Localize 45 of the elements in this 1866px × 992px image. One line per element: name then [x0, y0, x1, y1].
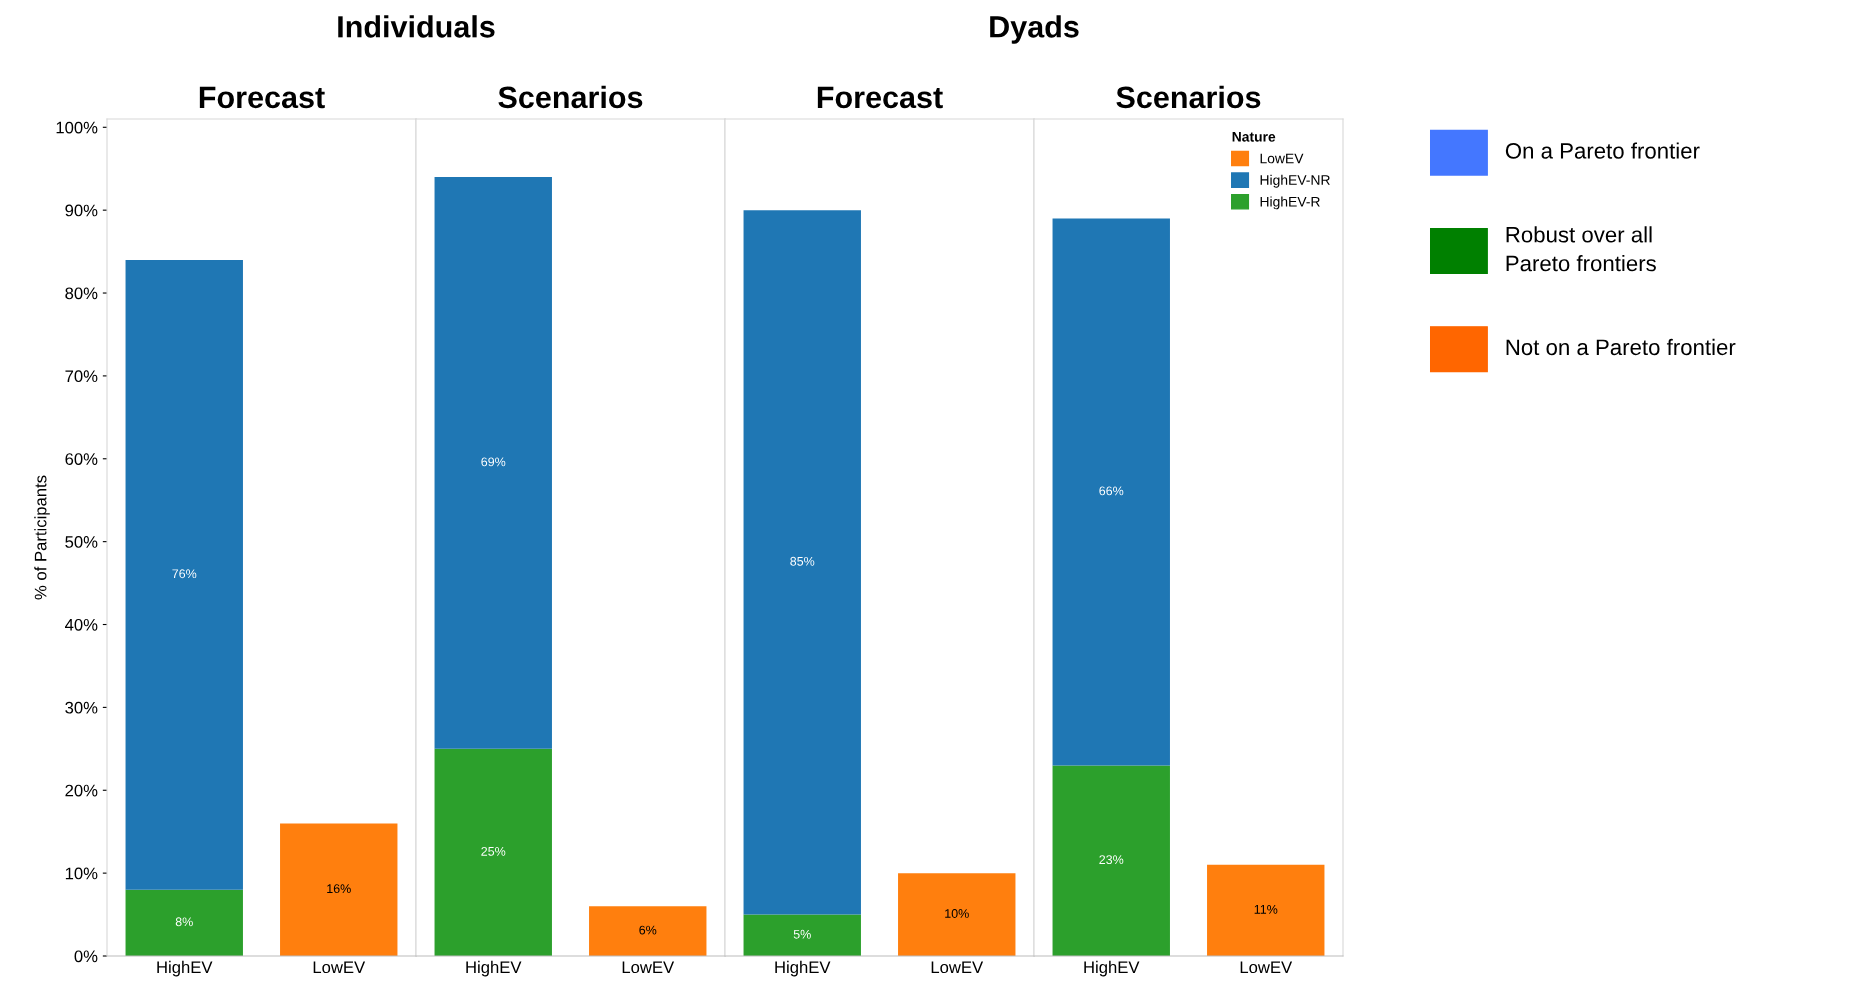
data-label: 11% — [1254, 904, 1278, 914]
data-label: 10% — [945, 909, 969, 918]
data-label: 16% — [327, 884, 351, 894]
data-label: 5% — [793, 929, 811, 939]
x-tick-label: LowEV — [622, 961, 675, 974]
x-tick-label: LowEV — [1240, 961, 1293, 974]
text: Dyads — [990, 15, 1079, 44]
legend-title: Nature — [1232, 132, 1276, 142]
legend-label: HighEV-NR — [1260, 174, 1330, 188]
data-label: 85% — [790, 556, 815, 566]
y-tick-label: 80% — [65, 287, 98, 300]
legend-label: Robust over all Pareto frontiers — [1506, 226, 1656, 272]
y-tick-label: 50% — [65, 536, 98, 548]
y-tick-label: 10% — [65, 867, 98, 880]
data-label: 23% — [1099, 855, 1124, 865]
y-axis-title: % of Participants — [34, 475, 50, 600]
chart-title: Scenarios — [498, 85, 643, 109]
data-label: 8% — [175, 917, 193, 927]
chart-title: Forecast — [199, 86, 325, 109]
data-label: 66% — [1099, 486, 1124, 496]
legend-label: HighEV-R — [1260, 196, 1320, 210]
x-tick-label: HighEV — [466, 960, 522, 977]
legend-label: LowEV — [1260, 153, 1304, 164]
y-tick-label: 20% — [65, 784, 98, 797]
y-tick-label: 70% — [65, 370, 98, 383]
y-tick-label: 30% — [65, 701, 98, 714]
chart-title: Scenarios — [1116, 85, 1261, 109]
x-tick-label: HighEV — [775, 960, 831, 977]
y-tick-label: 0% — [74, 950, 98, 963]
data-label: 25% — [481, 846, 506, 856]
data-label: 76% — [172, 569, 197, 579]
x-tick-label: HighEV — [157, 960, 213, 977]
y-tick-label: 100% — [56, 121, 98, 134]
chart-title: Forecast — [817, 86, 943, 109]
x-tick-label: LowEV — [313, 961, 366, 974]
data-label: 6% — [639, 925, 657, 935]
text: Individuals — [338, 15, 495, 38]
legend-label: Not on a Pareto frontier — [1506, 338, 1736, 356]
legend-label: On a Pareto frontier — [1505, 142, 1700, 159]
y-tick-label: 90% — [65, 204, 98, 217]
y-tick-label: 40% — [65, 618, 98, 631]
y-tick-label: 60% — [65, 453, 98, 465]
x-tick-label: LowEV — [931, 961, 984, 974]
x-tick-label: HighEV — [1084, 960, 1140, 977]
data-label: 69% — [481, 457, 506, 467]
